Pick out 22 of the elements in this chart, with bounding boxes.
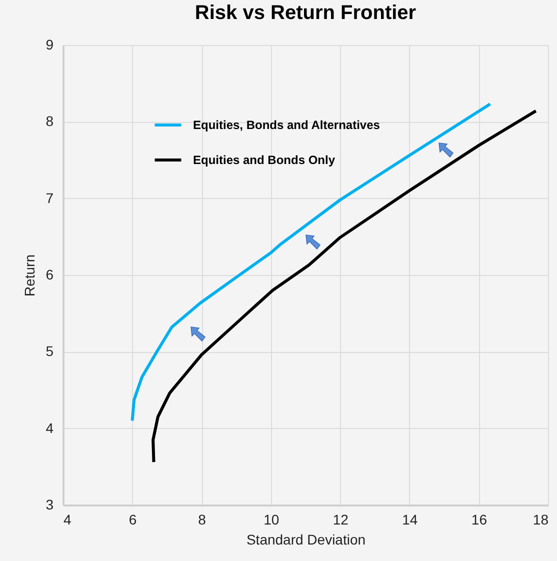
chart-title: Risk vs Return Frontier	[194, 2, 416, 24]
y-tick-label: 6	[46, 266, 54, 282]
x-tick-label: 12	[332, 512, 349, 528]
x-tick-label: 18	[532, 512, 549, 528]
legend-label: Equities and Bonds Only	[193, 153, 336, 167]
legend-label: Equities, Bonds and Alternatives	[193, 118, 380, 132]
y-axis-title: Return	[22, 254, 38, 297]
x-axis-title: Standard Deviation	[246, 532, 366, 548]
y-tick-label: 3	[46, 496, 54, 512]
x-tick-label: 16	[471, 512, 488, 528]
y-tick-label: 7	[46, 190, 54, 206]
x-tick-label: 14	[402, 512, 418, 528]
x-tick-label: 10	[264, 512, 280, 528]
x-tick-label: 4	[64, 512, 72, 528]
y-tick-label: 9	[46, 36, 54, 52]
y-tick-label: 4	[46, 420, 54, 436]
x-tick-label: 6	[128, 512, 137, 528]
line-series	[152, 109, 538, 464]
y-tick-label: 8	[46, 113, 54, 130]
x-tick-label: 8	[198, 512, 206, 528]
y-tick-label: 5	[46, 343, 54, 360]
line-series	[130, 102, 492, 422]
